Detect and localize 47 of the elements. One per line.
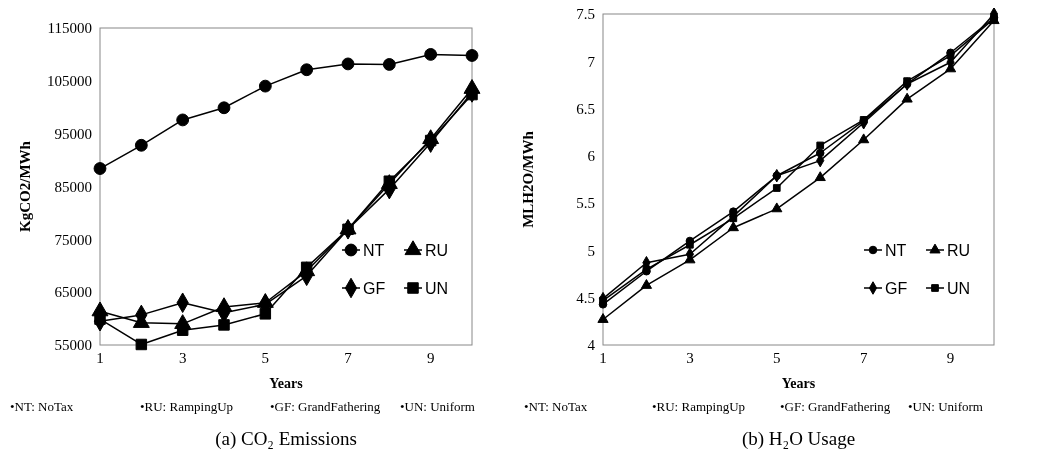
x-tick-label: 1 bbox=[96, 350, 104, 366]
text: (b) H₂O Usage bbox=[741, 428, 856, 450]
legend-label: RU bbox=[947, 241, 971, 259]
legend-label: UN bbox=[947, 279, 971, 297]
x-tick-label: 3 bbox=[178, 350, 187, 366]
text: (a) CO₂ Emissions bbox=[215, 428, 357, 450]
text: •GF: GrandFathering bbox=[270, 399, 381, 414]
x-tick-label: 3 bbox=[686, 350, 694, 366]
x-tick-label: 9 bbox=[946, 350, 955, 366]
y-tick-label: 7.5 bbox=[576, 6, 595, 23]
y-tick-label: 4 bbox=[587, 337, 596, 354]
y-tick-label: 85000 bbox=[54, 178, 92, 195]
text: •GF: GrandFathering bbox=[780, 399, 891, 414]
text: •RU: RampingUp bbox=[140, 399, 234, 414]
y-axis-title: KgCO2/MWh bbox=[17, 140, 33, 232]
text: •RU: RampingUp bbox=[652, 399, 746, 414]
legend-label: NT bbox=[885, 241, 907, 259]
legend-label: GF bbox=[363, 279, 386, 297]
y-tick-label: 4.5 bbox=[576, 289, 595, 306]
text: •NT: NoTax bbox=[524, 399, 588, 414]
legend-label: UN bbox=[425, 279, 449, 297]
x-axis-title: Years bbox=[781, 376, 816, 391]
x-tick-label: 7 bbox=[344, 350, 353, 366]
y-tick-label: 7 bbox=[587, 53, 596, 70]
x-tick-label: 7 bbox=[859, 350, 868, 366]
y-tick-label: 5 bbox=[587, 242, 595, 259]
legend-label: RU bbox=[425, 241, 449, 259]
text: •NT: NoTax bbox=[10, 399, 74, 414]
text: •UN: Uniform bbox=[400, 399, 475, 414]
y-tick-label: 105000 bbox=[47, 73, 92, 90]
text: •UN: Uniform bbox=[908, 399, 983, 414]
x-tick-label: 5 bbox=[261, 350, 270, 366]
y-tick-label: 5.5 bbox=[576, 195, 595, 212]
x-axis-title: Years bbox=[269, 376, 304, 391]
x-tick-label: 9 bbox=[426, 350, 435, 366]
y-tick-label: 115000 bbox=[47, 20, 92, 37]
legend-label: GF bbox=[885, 279, 908, 297]
x-tick-label: 1 bbox=[599, 350, 607, 366]
y-tick-label: 6 bbox=[587, 148, 596, 165]
y-tick-label: 6.5 bbox=[576, 100, 595, 117]
x-tick-label: 5 bbox=[773, 350, 781, 366]
y-axis-title: MLH2O/MWh bbox=[520, 130, 536, 228]
y-tick-label: 75000 bbox=[54, 231, 92, 248]
legend-label: NT bbox=[363, 241, 385, 259]
y-tick-label: 65000 bbox=[54, 284, 92, 301]
y-tick-label: 95000 bbox=[54, 125, 92, 142]
y-tick-label: 55000 bbox=[54, 337, 92, 354]
